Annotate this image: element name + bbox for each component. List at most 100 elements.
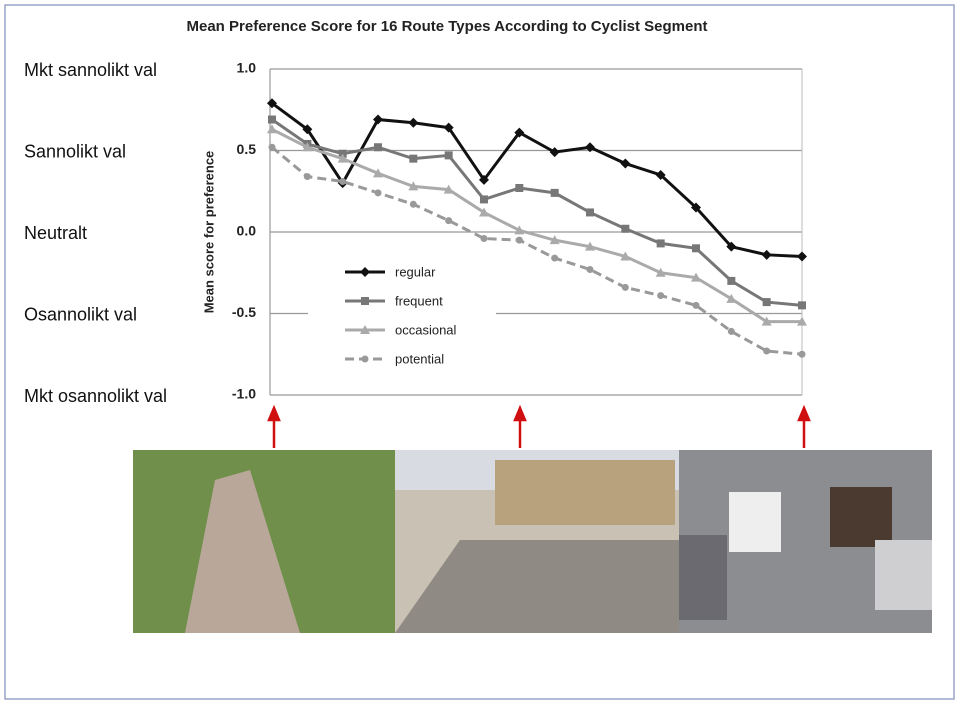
marker	[549, 147, 560, 158]
marker	[621, 224, 630, 233]
marker	[656, 239, 665, 248]
marker	[655, 169, 666, 180]
photo-building	[495, 460, 675, 525]
arrow-head	[797, 404, 811, 422]
y-tick-label: -1.0	[232, 386, 256, 402]
legend-box	[308, 258, 496, 376]
legend-label: potential	[395, 351, 444, 366]
marker	[374, 189, 382, 197]
marker	[373, 168, 383, 178]
marker	[409, 200, 417, 208]
marker	[692, 244, 700, 253]
marker	[585, 142, 595, 153]
series-line	[271, 118, 803, 307]
marker	[514, 225, 525, 235]
marker	[444, 151, 453, 160]
legend-label: frequent	[395, 293, 443, 308]
legend-label: occasional	[395, 322, 457, 337]
marker	[514, 127, 525, 138]
marker	[621, 283, 629, 291]
marker	[727, 276, 736, 285]
series	[268, 115, 806, 310]
y-tick-label: -0.5	[232, 304, 256, 320]
side-label: Neutralt	[24, 223, 87, 243]
marker	[268, 115, 276, 124]
chart-title: Mean Preference Score for 16 Route Types…	[187, 18, 708, 35]
marker	[479, 174, 489, 185]
marker	[620, 251, 631, 261]
marker	[797, 316, 807, 326]
marker	[798, 350, 806, 358]
side-label: Mkt sannolikt val	[24, 60, 157, 80]
marker	[797, 251, 807, 262]
marker	[303, 173, 311, 181]
marker	[408, 181, 419, 191]
marker	[360, 325, 370, 334]
y-axis-label: Mean score for preference	[201, 151, 216, 314]
marker	[443, 122, 454, 133]
marker	[726, 293, 737, 303]
y-tick-label: 0.5	[237, 141, 257, 157]
marker	[657, 292, 665, 300]
photo-pavement	[395, 540, 679, 633]
photos	[133, 450, 932, 633]
y-tick-label: 0.0	[237, 223, 257, 239]
marker	[586, 265, 594, 273]
marker	[409, 154, 418, 163]
marker	[267, 124, 277, 134]
side-label: Osannolikt val	[24, 304, 137, 324]
marker	[515, 236, 523, 244]
marker	[762, 298, 771, 307]
marker	[408, 117, 419, 128]
marker	[692, 301, 700, 309]
marker	[337, 153, 348, 163]
marker	[727, 327, 735, 335]
marker	[360, 267, 370, 277]
marker	[798, 301, 806, 310]
marker	[445, 217, 453, 225]
marker	[515, 183, 524, 192]
marker	[361, 297, 369, 305]
marker	[479, 207, 489, 217]
marker	[620, 158, 631, 169]
marker	[302, 124, 313, 135]
photo-truck	[830, 487, 892, 547]
marker	[691, 272, 701, 282]
photo-car	[875, 540, 932, 610]
marker	[302, 142, 313, 152]
marker	[550, 188, 559, 197]
marker	[268, 143, 276, 151]
series-line	[271, 127, 802, 324]
arrow-head	[513, 404, 527, 422]
marker	[761, 249, 772, 260]
marker	[480, 195, 488, 204]
marker	[373, 114, 383, 125]
marker	[763, 347, 771, 355]
marker	[655, 267, 666, 277]
marker	[361, 355, 369, 363]
series-line	[271, 146, 803, 356]
marker	[586, 208, 594, 217]
photo-van	[729, 492, 781, 552]
marker	[726, 241, 737, 252]
marker	[374, 143, 382, 152]
photo-car	[679, 535, 727, 620]
series	[267, 124, 807, 326]
marker	[267, 98, 277, 109]
marker	[585, 241, 595, 251]
side-label: Mkt osannolikt val	[24, 386, 167, 406]
marker	[691, 202, 701, 213]
marker	[549, 235, 560, 245]
marker	[480, 235, 488, 243]
marker	[339, 177, 347, 185]
marker	[761, 316, 772, 326]
arrows	[267, 404, 811, 448]
side-label: Sannolikt val	[24, 141, 126, 161]
photo-road	[185, 470, 300, 633]
y-tick-label: 1.0	[237, 60, 257, 76]
series	[268, 143, 806, 358]
marker	[443, 184, 454, 194]
arrow-head	[267, 404, 281, 422]
legend-label: regular	[395, 264, 436, 279]
